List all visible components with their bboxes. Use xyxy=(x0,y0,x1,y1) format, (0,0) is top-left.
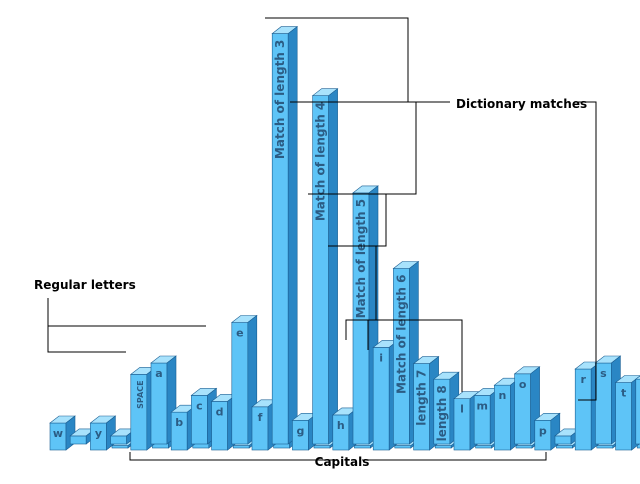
bar-label-length-8: length 8 xyxy=(435,385,449,441)
bar-label-y: y xyxy=(95,427,102,440)
bar-label-h: h xyxy=(337,419,345,432)
leader-capitals-right xyxy=(362,452,546,460)
bar-label-r: r xyxy=(580,373,586,386)
bar-label-g: g xyxy=(296,424,304,437)
bar-label-s: s xyxy=(600,367,607,380)
leader-capitals-left xyxy=(130,452,338,460)
bar-label-p: p xyxy=(539,424,547,437)
bar-label-length-7: length 7 xyxy=(415,370,429,426)
bar-label-d: d xyxy=(216,405,224,418)
bar-label-f: f xyxy=(258,411,263,424)
bar-label-n: n xyxy=(498,389,506,402)
leader-dict-right xyxy=(578,102,596,400)
bar-label-w: w xyxy=(53,427,63,440)
bar-label-t: t xyxy=(621,387,626,400)
bar-label-match-of-length-3: Match of length 3 xyxy=(273,40,287,159)
bar-label-o: o xyxy=(519,378,527,391)
bar-label-match-of-length-4: Match of length 4 xyxy=(314,102,328,221)
bar-label-i: i xyxy=(379,351,383,364)
bar-label-match-of-length-6: Match of length 6 xyxy=(394,275,408,394)
leader-regular-a xyxy=(48,298,126,352)
annotation-capitals: Capitals xyxy=(315,455,370,469)
bar-label-b: b xyxy=(175,416,183,429)
bar-label-space: SPACE xyxy=(136,380,145,408)
bar-label-l: l xyxy=(460,403,464,416)
bar-label-e: e xyxy=(236,327,243,340)
bar-label-match-of-length-5: Match of length 5 xyxy=(354,199,368,318)
annotation-dictionary-matches: Dictionary matches xyxy=(456,97,587,111)
bar-label-c: c xyxy=(196,399,203,412)
bar-label-a: a xyxy=(155,367,162,380)
bar-label-m: m xyxy=(476,399,487,412)
annotation-regular-letters: Regular letters xyxy=(34,278,136,292)
